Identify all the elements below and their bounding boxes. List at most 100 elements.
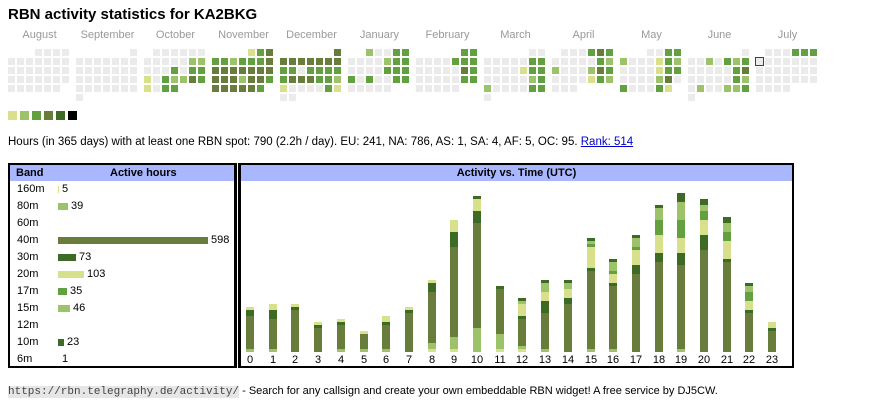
day-cell[interactable] — [280, 85, 287, 92]
day-cell[interactable] — [144, 67, 151, 74]
day-cell[interactable] — [35, 85, 42, 92]
day-cell[interactable] — [579, 67, 586, 74]
day-cell[interactable] — [375, 67, 382, 74]
day-cell[interactable] — [375, 76, 382, 83]
day-cell[interactable] — [289, 67, 296, 74]
day-cell[interactable] — [756, 85, 763, 92]
day-cell[interactable] — [783, 76, 790, 83]
day-cell[interactable] — [180, 58, 187, 65]
day-cell[interactable] — [180, 76, 187, 83]
day-cell[interactable] — [144, 58, 151, 65]
day-cell[interactable] — [44, 49, 51, 56]
day-cell[interactable] — [697, 58, 704, 65]
day-cell[interactable] — [257, 76, 264, 83]
day-cell[interactable] — [552, 76, 559, 83]
day-cell[interactable] — [552, 85, 559, 92]
day-cell[interactable] — [520, 67, 527, 74]
day-cell[interactable] — [706, 76, 713, 83]
day-cell[interactable] — [665, 85, 672, 92]
day-cell[interactable] — [289, 85, 296, 92]
day-cell[interactable] — [765, 58, 772, 65]
day-cell[interactable] — [810, 58, 817, 65]
today-day-cell[interactable] — [755, 57, 764, 66]
day-cell[interactable] — [579, 58, 586, 65]
day-cell[interactable] — [656, 85, 663, 92]
day-cell[interactable] — [561, 67, 568, 74]
day-cell[interactable] — [162, 76, 169, 83]
day-cell[interactable] — [153, 85, 160, 92]
day-cell[interactable] — [153, 49, 160, 56]
day-cell[interactable] — [783, 58, 790, 65]
day-cell[interactable] — [94, 58, 101, 65]
day-cell[interactable] — [162, 49, 169, 56]
day-cell[interactable] — [76, 76, 83, 83]
day-cell[interactable] — [493, 67, 500, 74]
day-cell[interactable] — [425, 85, 432, 92]
day-cell[interactable] — [416, 85, 423, 92]
day-cell[interactable] — [121, 58, 128, 65]
day-cell[interactable] — [348, 67, 355, 74]
day-cell[interactable] — [384, 58, 391, 65]
day-cell[interactable] — [44, 58, 51, 65]
day-cell[interactable] — [715, 85, 722, 92]
day-cell[interactable] — [706, 67, 713, 74]
day-cell[interactable] — [307, 76, 314, 83]
day-cell[interactable] — [597, 49, 604, 56]
day-cell[interactable] — [520, 76, 527, 83]
day-cell[interactable] — [443, 76, 450, 83]
day-cell[interactable] — [425, 58, 432, 65]
day-cell[interactable] — [597, 76, 604, 83]
day-cell[interactable] — [416, 58, 423, 65]
day-cell[interactable] — [443, 67, 450, 74]
day-cell[interactable] — [434, 67, 441, 74]
day-cell[interactable] — [366, 76, 373, 83]
day-cell[interactable] — [53, 49, 60, 56]
day-cell[interactable] — [230, 67, 237, 74]
day-cell[interactable] — [316, 67, 323, 74]
day-cell[interactable] — [588, 76, 595, 83]
day-cell[interactable] — [17, 85, 24, 92]
day-cell[interactable] — [144, 76, 151, 83]
day-cell[interactable] — [112, 76, 119, 83]
day-cell[interactable] — [94, 76, 101, 83]
day-cell[interactable] — [366, 49, 373, 56]
day-cell[interactable] — [8, 58, 15, 65]
day-cell[interactable] — [348, 58, 355, 65]
day-cell[interactable] — [656, 58, 663, 65]
day-cell[interactable] — [266, 76, 273, 83]
day-cell[interactable] — [375, 49, 382, 56]
day-cell[interactable] — [357, 67, 364, 74]
day-cell[interactable] — [171, 49, 178, 56]
day-cell[interactable] — [588, 67, 595, 74]
day-cell[interactable] — [484, 85, 491, 92]
day-cell[interactable] — [697, 67, 704, 74]
day-cell[interactable] — [44, 85, 51, 92]
day-cell[interactable] — [606, 76, 613, 83]
day-cell[interactable] — [579, 76, 586, 83]
day-cell[interactable] — [384, 85, 391, 92]
day-cell[interactable] — [724, 58, 731, 65]
day-cell[interactable] — [765, 76, 772, 83]
day-cell[interactable] — [656, 67, 663, 74]
day-cell[interactable] — [198, 67, 205, 74]
day-cell[interactable] — [298, 67, 305, 74]
day-cell[interactable] — [434, 76, 441, 83]
day-cell[interactable] — [180, 67, 187, 74]
day-cell[interactable] — [538, 76, 545, 83]
day-cell[interactable] — [334, 58, 341, 65]
day-cell[interactable] — [697, 76, 704, 83]
day-cell[interactable] — [189, 58, 196, 65]
day-cell[interactable] — [153, 76, 160, 83]
day-cell[interactable] — [280, 94, 287, 101]
day-cell[interactable] — [85, 58, 92, 65]
day-cell[interactable] — [733, 58, 740, 65]
day-cell[interactable] — [656, 76, 663, 83]
day-cell[interactable] — [638, 67, 645, 74]
day-cell[interactable] — [357, 58, 364, 65]
day-cell[interactable] — [325, 67, 332, 74]
day-cell[interactable] — [162, 67, 169, 74]
day-cell[interactable] — [384, 49, 391, 56]
day-cell[interactable] — [257, 67, 264, 74]
day-cell[interactable] — [443, 58, 450, 65]
day-cell[interactable] — [792, 76, 799, 83]
